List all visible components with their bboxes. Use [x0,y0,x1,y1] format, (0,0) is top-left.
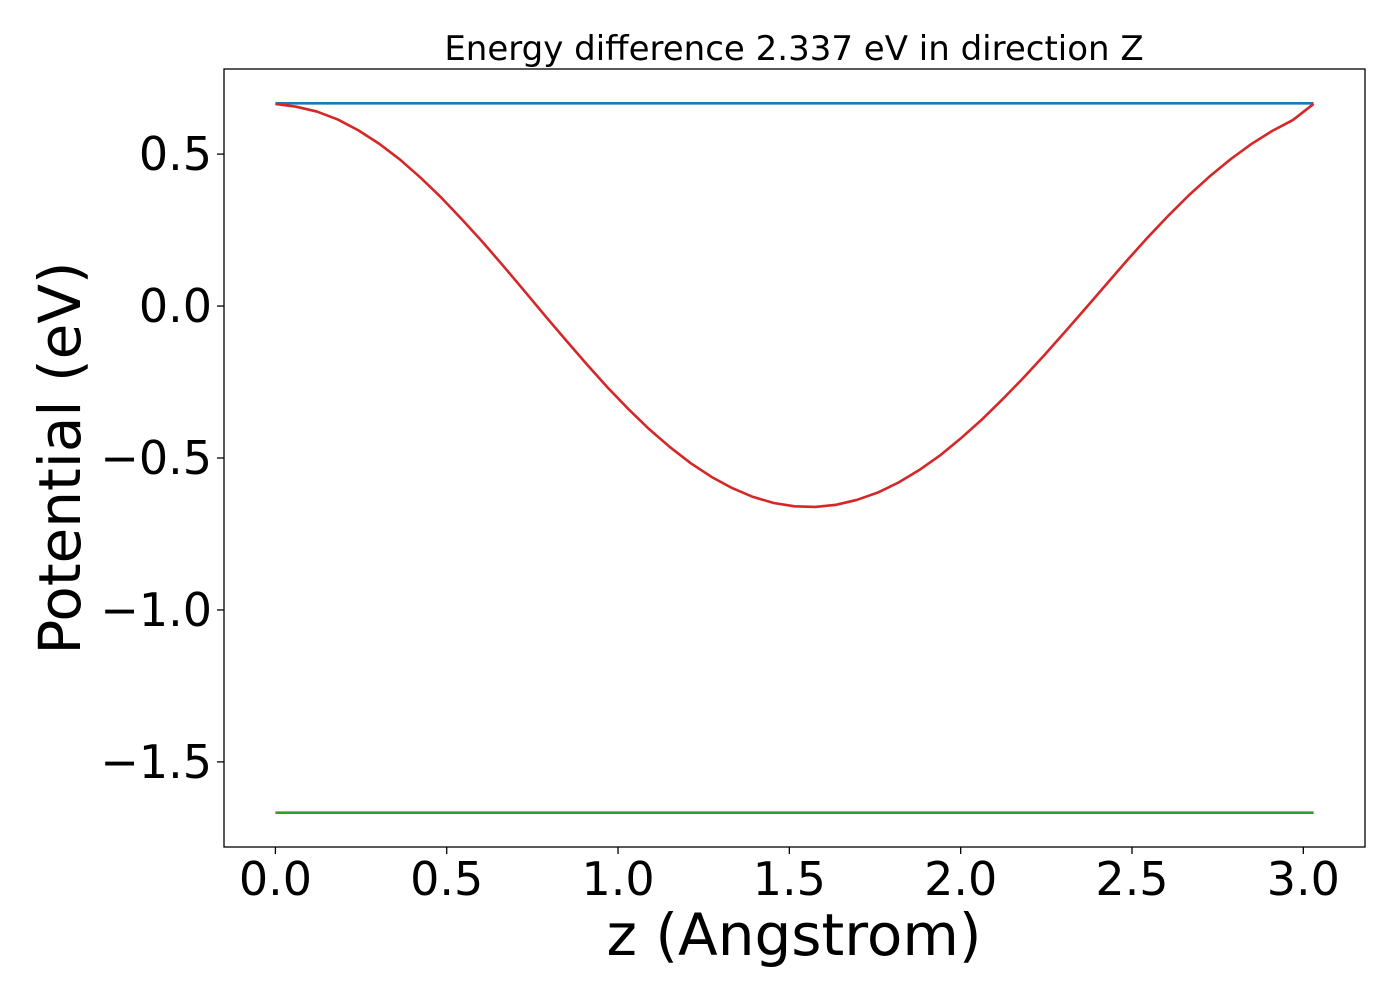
y-tick-label: 0.0 [139,279,212,333]
x-tick-label: 1.5 [753,852,826,906]
x-tick-label: 3.0 [1267,852,1340,906]
series-line-potential [275,102,1315,509]
series-layer [275,102,1315,814]
y-tick-label: −1.0 [100,583,212,637]
y-axis: 0.5 0.0 −0.5 −1.0 −1.5 [100,127,224,789]
chart-title: Energy difference 2.337 eV in direction … [444,29,1143,69]
x-tick-label: 0.5 [410,852,483,906]
plot-frame [223,68,1366,848]
x-axis: 0.0 0.5 1.0 1.5 2.0 2.5 3.0 [239,847,1340,906]
y-tick-label: −1.5 [100,735,212,789]
x-axis-label: z (Angstrom) [607,901,982,969]
x-tick-label: 2.5 [1095,852,1168,906]
y-tick-label: 0.5 [139,127,212,181]
x-tick-label: 1.0 [581,852,654,906]
y-axis-label: Potential (eV) [26,261,94,654]
x-tick-label: 2.0 [924,852,997,906]
x-tick-label: 0.0 [239,852,312,906]
y-tick-label: −0.5 [100,431,212,485]
